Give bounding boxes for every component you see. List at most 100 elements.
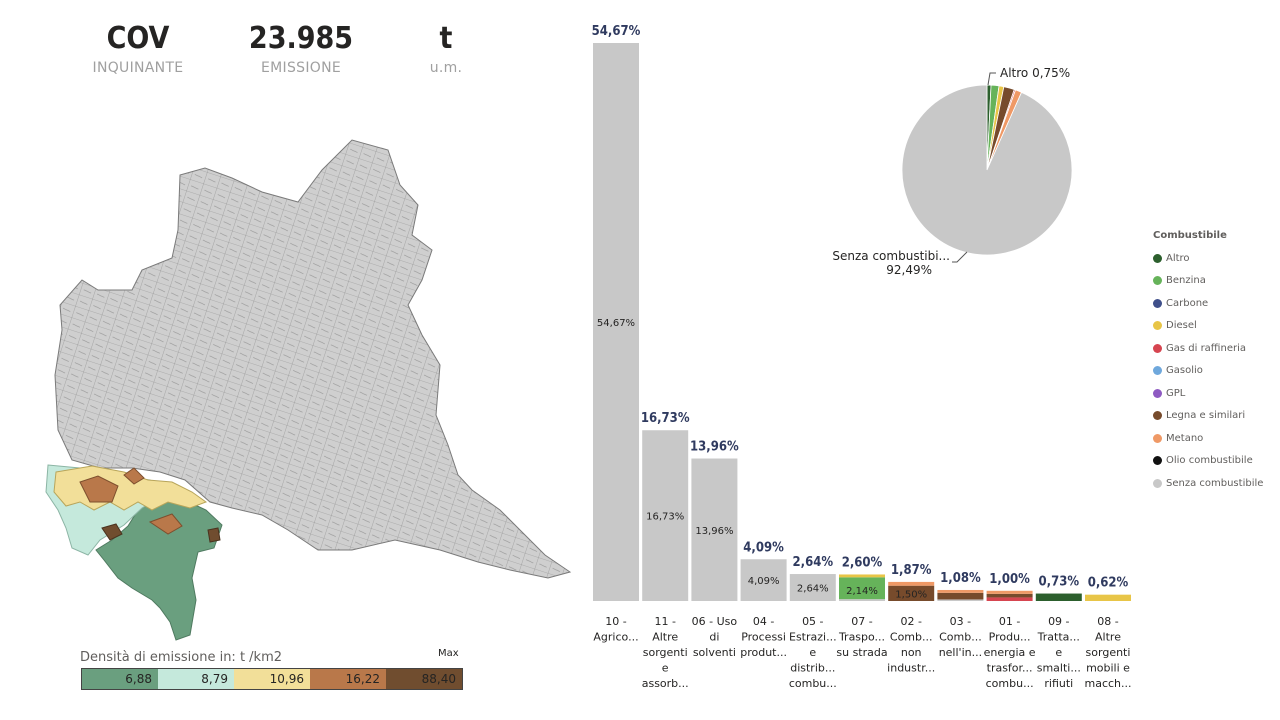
fuel-legend-item-4[interactable]: Diesel <box>1153 315 1263 338</box>
bar-category-label-10: 09 -Tratta... e smalti... rifiuti <box>1037 615 1081 690</box>
bar-category-label-11: 08 -Altre sorgenti mobili e macch... <box>1084 615 1131 690</box>
bar-9-seg-5[interactable] <box>986 593 1033 598</box>
legend-dot-icon <box>1153 478 1162 488</box>
bar-total-label-4: 4,09% <box>743 540 784 555</box>
fuel-legend-label: Gas di raffineria <box>1166 342 1246 354</box>
legend-dot-icon <box>1153 366 1162 376</box>
map-legend-max: Max <box>438 648 459 659</box>
map-region-orange[interactable] <box>79 467 183 535</box>
map-legend-title: Densità di emissione in: t /km2 <box>80 650 283 665</box>
fuel-legend-item-11[interactable]: Senza combustibile <box>1153 472 1263 495</box>
bar-11-seg-3[interactable] <box>1085 594 1131 601</box>
bar-6-seg-1[interactable] <box>839 599 885 601</box>
bar-9-seg-4[interactable] <box>986 597 1033 601</box>
bar-total-label-10: 0,73% <box>1039 575 1080 590</box>
kpi-unit: t u.m. <box>371 18 521 76</box>
fuel-legend-item-8[interactable]: Legna e similari <box>1153 405 1263 428</box>
bar-inner-label-6: 2,14% <box>846 586 878 597</box>
fuel-legend-item-1[interactable]: Altro <box>1153 247 1263 270</box>
fuel-legend-label: Carbone <box>1166 297 1209 309</box>
bar-total-label-6: 2,60% <box>842 555 883 570</box>
scale-seg-3: 10,96 <box>234 669 310 689</box>
legend-dot-icon <box>1153 276 1162 286</box>
bar-category-label-6: 07 -Traspo... su strada <box>836 615 887 659</box>
legend-dot-icon <box>1153 388 1162 398</box>
kpi-pollutant: COV INQUINANTE <box>63 18 213 76</box>
bar-category-label-7: 02 -Comb... non industr... <box>887 615 935 675</box>
fuel-legend-item-7[interactable]: GPL <box>1153 382 1263 405</box>
fuel-legend-label: Altro <box>1166 252 1190 264</box>
fuel-legend-label: Senza combustibile <box>1166 477 1264 489</box>
fuel-legend-title: Combustibile <box>1153 230 1227 241</box>
fuel-legend-item-5[interactable]: Gas di raffineria <box>1153 337 1263 360</box>
bar-total-label-9: 1,00% <box>989 572 1030 587</box>
fuel-legend-label: Benzina <box>1166 275 1206 287</box>
bar-8-seg-5[interactable] <box>937 592 984 600</box>
bar-total-label-11: 0,62% <box>1088 576 1129 591</box>
bar-10-seg-7[interactable] <box>1035 593 1082 601</box>
bar-inner-label-2: 16,73% <box>646 512 684 523</box>
bar-1-seg-1[interactable] <box>593 43 639 601</box>
bar-inner-label-3: 13,96% <box>695 526 733 537</box>
bar-7-seg-6[interactable] <box>888 581 935 586</box>
map-region-gray[interactable] <box>54 139 572 579</box>
pie-label-big-name: Senza combustibi... <box>832 249 950 263</box>
bar-3-seg-1[interactable] <box>691 458 738 601</box>
bar-4-seg-1[interactable] <box>740 559 787 601</box>
bar-total-label-1: 54,67% <box>592 24 641 39</box>
region-map[interactable] <box>0 130 585 650</box>
bar-2-seg-1[interactable] <box>642 430 689 601</box>
bar-total-label-2: 16,73% <box>641 411 690 426</box>
pie-label-big-pct: 92,49% <box>886 263 932 277</box>
legend-dot-icon <box>1153 298 1162 308</box>
legend-dot-icon <box>1153 343 1162 353</box>
pie-slice-7[interactable] <box>901 84 1073 256</box>
bar-6-seg-2[interactable] <box>839 577 885 600</box>
fuel-pie-chart[interactable]: Altro 0,75% Senza combustibi...92,49% <box>820 60 1150 290</box>
fuel-legend-item-6[interactable]: Gasolio <box>1153 360 1263 383</box>
map-region-green[interactable] <box>95 491 223 641</box>
legend-dot-icon <box>1153 456 1162 466</box>
fuel-legend-item-2[interactable]: Benzina <box>1153 270 1263 293</box>
legend-dot-icon <box>1153 433 1162 443</box>
bar-9-seg-6[interactable] <box>986 590 1033 594</box>
legend-dot-icon <box>1153 253 1162 263</box>
bar-inner-label-4: 4,09% <box>748 576 780 587</box>
bar-category-label-2: 11 -Altre sorgenti e assorb... <box>642 615 689 690</box>
pie-label-altro: Altro 0,75% <box>1000 66 1070 80</box>
pie-leader-altro <box>987 72 996 86</box>
bar-total-label-3: 13,96% <box>690 440 739 455</box>
scale-seg-4: 16,22 <box>310 669 386 689</box>
fuel-legend-label: Diesel <box>1166 320 1197 332</box>
fuel-legend-label: Metano <box>1166 432 1204 444</box>
fuel-legend-label: Olio combustibile <box>1166 455 1253 467</box>
kpi-emission-label: EMISSIONE <box>261 60 341 76</box>
bar-inner-label-5: 2,64% <box>797 584 829 595</box>
kpi-emission: 23.985 EMISSIONE <box>226 18 376 76</box>
bar-category-label-1: 10 -Agrico... <box>593 615 638 644</box>
bar-category-label-5: 05 -Estrazi... e distrib... combu... <box>789 615 837 690</box>
pie-leader-big <box>952 251 968 263</box>
legend-dot-icon <box>1153 321 1162 331</box>
fuel-legend-label: GPL <box>1166 387 1186 399</box>
sector-bar-chart[interactable]: 54,67% 54,67% 10 -Agrico... 16,73% 16,73% 11 … <box>585 0 1145 720</box>
bar-total-label-7: 1,87% <box>891 563 932 578</box>
bar-category-label-3: 06 - Uso di solventi <box>692 615 738 659</box>
bar-7-seg-5[interactable] <box>888 585 935 601</box>
bar-6-seg-3[interactable] <box>839 574 885 578</box>
legend-dot-icon <box>1153 411 1162 421</box>
bar-inner-label-7: 1,50% <box>895 589 927 600</box>
kpi-emission-value: 23.985 <box>248 21 354 56</box>
fuel-legend-item-9[interactable]: Metano <box>1153 427 1263 450</box>
density-scale: 6,88 8,79 10,96 16,22 88,40 <box>81 668 463 690</box>
fuel-legend-item-3[interactable]: Carbone <box>1153 292 1263 315</box>
bar-8-seg-1[interactable] <box>937 599 984 601</box>
scale-seg-1: 6,88 <box>82 669 158 689</box>
kpi-pollutant-value: COV <box>106 21 170 56</box>
map-region-brown[interactable] <box>101 523 221 543</box>
bar-5-seg-1[interactable] <box>789 574 836 601</box>
fuel-legend-label: Legna e similari <box>1166 410 1246 422</box>
bar-category-label-4: 04 -Processi produt... <box>740 615 787 659</box>
bar-8-seg-6[interactable] <box>937 589 984 593</box>
fuel-legend-item-10[interactable]: Olio combustibile <box>1153 450 1263 473</box>
